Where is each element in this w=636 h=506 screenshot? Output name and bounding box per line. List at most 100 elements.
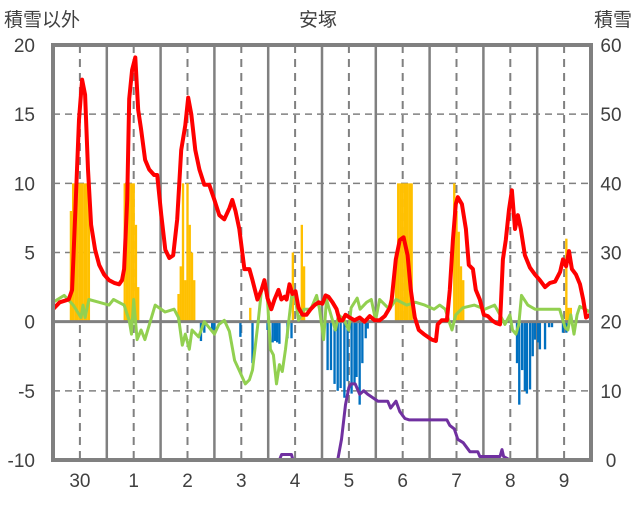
orange-bars-bar: [190, 252, 194, 322]
right-tick-label: 50: [600, 105, 621, 126]
orange-bars-bar: [193, 280, 196, 322]
orange-bars-bar: [83, 183, 86, 322]
orange-bars-bar: [186, 183, 189, 322]
orange-bars-bar: [457, 231, 460, 322]
orange-bars-bar: [302, 266, 306, 322]
left-tick-label: -10: [8, 451, 35, 472]
right-tick-label: 30: [600, 244, 621, 265]
blue-bars-bar: [515, 321, 519, 364]
right-tick-label: 60: [600, 36, 621, 57]
blue-bars-bar: [361, 321, 364, 364]
blue-bars-bar: [266, 321, 269, 330]
blue-bars-bar: [350, 321, 353, 394]
blue-bars-bar: [273, 321, 277, 342]
blue-bars-bar: [275, 321, 279, 343]
blue-bars-bar: [333, 321, 336, 384]
orange-bars-bar: [291, 252, 295, 322]
blue-bars-bar: [528, 321, 532, 390]
orange-bars-bar: [87, 183, 91, 322]
orange-bars-bar: [128, 183, 131, 322]
blue-bars-bar: [531, 321, 534, 357]
blue-bars-bar: [346, 321, 349, 382]
orange-bars-bar: [179, 266, 182, 322]
blue-bars-bar: [210, 321, 214, 330]
blue-bars-bar: [326, 321, 329, 371]
orange-bars-bar: [130, 183, 133, 322]
blue-bars-bar: [251, 321, 254, 364]
red-line: [51, 55, 592, 343]
blue-bars-bar: [561, 321, 565, 333]
blue-bars-bar: [547, 321, 551, 328]
x-tick-label: 4: [290, 471, 301, 492]
orange-bars-bar: [394, 252, 398, 322]
orange-bars-bar: [300, 224, 304, 322]
orange-bars-bar: [455, 211, 458, 322]
orange-bars-bar: [76, 183, 79, 322]
orange-bars-bar: [184, 280, 187, 322]
orange-bars-bar: [408, 183, 411, 322]
left-tick-label: 20: [14, 36, 35, 57]
orange-bars-bar: [410, 183, 413, 322]
x-tick-label: 1: [128, 471, 139, 492]
left-tick-label: 0: [24, 313, 35, 334]
x-tick-label: 30: [69, 471, 90, 492]
right-tick-label: 10: [600, 382, 621, 403]
orange-bars-bar: [459, 266, 463, 322]
blue-bars-bar: [538, 321, 542, 350]
frame: [51, 43, 593, 462]
left-tick-label: 5: [24, 244, 35, 265]
right-tick-label: 0: [606, 451, 617, 472]
orange-bars-bar: [401, 183, 404, 322]
x-tick-label: 6: [397, 471, 408, 492]
orange-bars-bar: [181, 183, 185, 322]
orange-bars-bar: [134, 224, 138, 322]
blue-bars-bar: [336, 321, 339, 391]
orange-bars-bar: [80, 183, 84, 322]
x-tick-label: 8: [505, 471, 516, 492]
orange-bars-bar: [78, 183, 82, 322]
blue-bars-bar: [355, 321, 358, 377]
blue-bars-bar: [518, 321, 521, 405]
orange-bars-bar: [69, 211, 73, 322]
blue-bars-bar: [550, 321, 554, 328]
lines: [51, 55, 592, 462]
orange-bars-bar: [132, 183, 135, 322]
right-axis-label: 積雪: [594, 9, 632, 31]
orange-bars-bar: [85, 183, 88, 322]
right-tick-label: 20: [600, 313, 621, 334]
orange-bars-bar: [188, 224, 191, 322]
blue-bars-bar: [533, 321, 537, 340]
x-tick-label: 3: [236, 471, 247, 492]
orange-bars-bar: [453, 183, 456, 322]
orange-bars-bar: [565, 238, 568, 322]
orange-bars-bar: [125, 183, 129, 322]
blue-bars-bar: [353, 321, 356, 384]
x-tick-label: 2: [182, 471, 193, 492]
blue-bars-bar: [213, 321, 216, 330]
blue-bars-bar: [523, 321, 527, 391]
left-tick-label: -5: [18, 382, 35, 403]
blue-bars-bar: [278, 321, 281, 344]
blue-bars-bar: [343, 321, 346, 398]
blue-bars-bar: [271, 321, 274, 343]
orange-bars-bar: [462, 280, 465, 322]
blue-bars-bar: [203, 321, 206, 333]
blue-bars-bar: [521, 321, 524, 371]
blue-bars-bar: [525, 321, 529, 394]
blue-bars-bar: [290, 321, 293, 339]
orange-bars-bar: [177, 294, 180, 322]
blue-bars-bar: [239, 321, 242, 337]
blue-bars-bar: [543, 321, 547, 350]
left-tick-label: 10: [14, 174, 35, 195]
blue-bars-bar: [358, 321, 361, 405]
blue-bars-bar: [536, 321, 540, 343]
chart-title: 安塚: [299, 9, 337, 31]
x-tick-label: 7: [451, 471, 462, 492]
x-tick-label: 9: [559, 471, 570, 492]
orange-bars-bar: [249, 307, 252, 322]
blue-bars-bar: [329, 321, 333, 371]
orange-bars-bar: [567, 307, 570, 322]
purple-snow-depth: [53, 382, 591, 462]
